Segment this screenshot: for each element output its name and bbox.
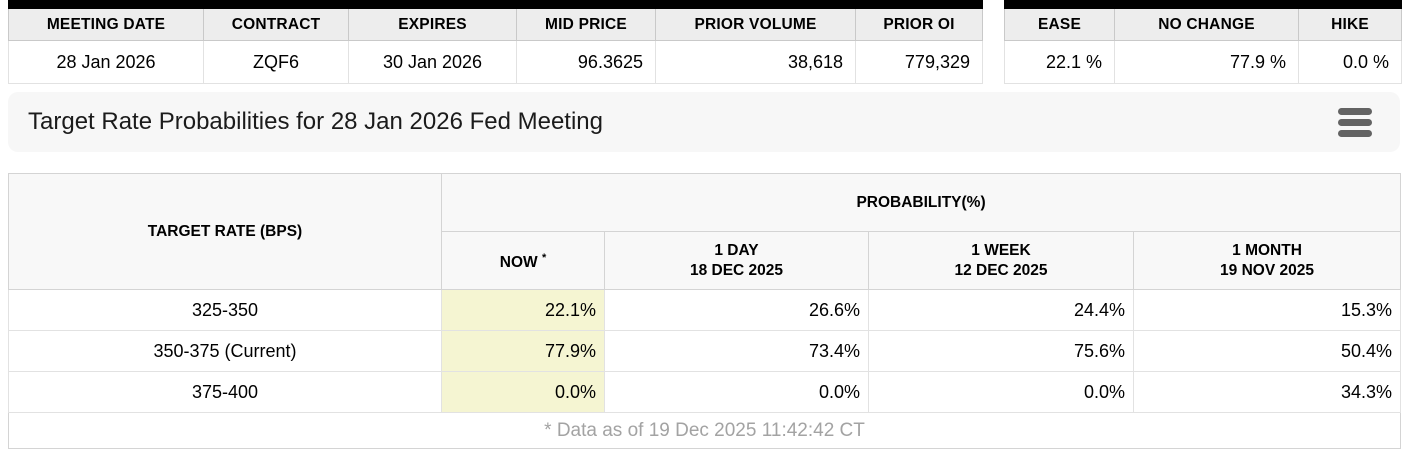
now-label: NOW [499,254,538,272]
target-rate-cell: 350-375 (Current) [8,330,442,372]
one-day-probability-cell: 26.6% [604,289,869,331]
table-row: 350-375 (Current) 77.9% 73.4% 75.6% 50.4… [8,330,1402,372]
header-prior-volume: PRIOR VOLUME [655,4,856,41]
table-row: 325-350 22.1% 26.6% 24.4% 15.3% [8,289,1402,331]
header-probability-group: PROBABILITY(%) [440,173,1402,232]
one-month-probability-cell: 34.3% [1132,371,1402,413]
no-change-value: 77.9 % [1114,40,1299,84]
header-1-month: 1 MONTH 19 NOV 2025 [1132,231,1402,290]
contract-info-value-row: 28 Jan 2026 ZQF6 30 Jan 2026 96.3625 38,… [8,40,983,84]
one-week-date: 12 DEC 2025 [954,261,1048,279]
target-rate-cell: 375-400 [8,371,442,413]
header-contract: CONTRACT [203,4,349,41]
header-1-day: 1 DAY 18 DEC 2025 [604,231,869,290]
hamburger-bar [1338,129,1372,137]
contract-info-header-row: MEETING DATE CONTRACT EXPIRES MID PRICE … [8,4,983,41]
one-week-label: 1 WEEK [971,241,1031,259]
target-rate-probability-table: TARGET RATE (BPS) PROBABILITY(%) NOW * 1… [7,173,1402,449]
header-1-week: 1 WEEK 12 DEC 2025 [868,231,1134,290]
contract-summary-row: MEETING DATE CONTRACT EXPIRES MID PRICE … [0,0,1408,84]
one-month-date: 19 NOV 2025 [1220,261,1314,279]
now-probability-cell: 77.9% [441,330,605,372]
rate-action-value-row: 22.1 % 77.9 % 0.0 % [1004,40,1402,84]
contract-info-table: MEETING DATE CONTRACT EXPIRES MID PRICE … [8,0,983,84]
target-rate-cell: 325-350 [8,289,442,331]
header-ease: EASE [1004,4,1115,41]
hamburger-menu-icon[interactable] [1338,107,1372,137]
header-mid-price: MID PRICE [516,4,656,41]
one-week-probability-cell: 75.6% [868,330,1134,372]
one-day-probability-cell: 73.4% [604,330,869,372]
probability-group-header-row: TARGET RATE (BPS) PROBABILITY(%) [8,173,1402,290]
header-expires: EXPIRES [348,4,517,41]
header-no-change: NO CHANGE [1114,4,1299,41]
one-day-probability-cell: 0.0% [604,371,869,413]
page-title: Target Rate Probabilities for 28 Jan 202… [28,108,604,135]
data-as-of-footnote: * Data as of 19 Dec 2025 11:42:42 CT [7,412,1402,449]
prior-volume-value: 38,618 [655,40,856,84]
rate-action-header-row: EASE NO CHANGE HIKE [1004,4,1402,41]
rate-action-table: EASE NO CHANGE HIKE 22.1 % 77.9 % 0.0 % [1004,0,1402,84]
header-hike: HIKE [1298,4,1402,41]
header-target-rate-bps: TARGET RATE (BPS) [8,173,442,290]
header-prior-oi: PRIOR OI [855,4,983,41]
hamburger-bar [1338,118,1372,126]
hike-value: 0.0 % [1298,40,1402,84]
one-day-label: 1 DAY [714,241,759,259]
one-month-label: 1 MONTH [1232,241,1302,259]
one-week-probability-cell: 24.4% [868,289,1134,331]
meeting-date-value: 28 Jan 2026 [8,40,204,84]
now-asterisk: * [541,251,547,264]
probability-column-header-row: NOW * 1 DAY 18 DEC 2025 1 WEEK 12 DEC 20… [9,231,1402,290]
chart-title-panel: Target Rate Probabilities for 28 Jan 202… [8,92,1400,152]
now-probability-cell: 0.0% [441,371,605,413]
one-month-probability-cell: 50.4% [1132,330,1402,372]
now-probability-cell: 22.1% [441,289,605,331]
hamburger-bar [1338,107,1372,115]
prior-oi-value: 779,329 [855,40,983,84]
mid-price-value: 96.3625 [516,40,656,84]
contract-value: ZQF6 [203,40,349,84]
footnote-row: * Data as of 19 Dec 2025 11:42:42 CT [7,412,1402,449]
one-month-probability-cell: 15.3% [1132,289,1402,331]
header-now: NOW * [441,231,605,290]
one-week-probability-cell: 0.0% [868,371,1134,413]
table-row: 375-400 0.0% 0.0% 0.0% 34.3% [8,371,1402,413]
header-meeting-date: MEETING DATE [8,4,204,41]
ease-value: 22.1 % [1004,40,1115,84]
one-day-date: 18 DEC 2025 [689,261,784,279]
expires-value: 30 Jan 2026 [348,40,517,84]
